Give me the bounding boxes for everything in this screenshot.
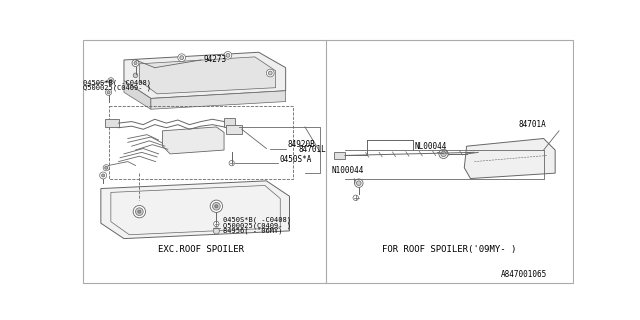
Circle shape bbox=[210, 200, 223, 212]
Circle shape bbox=[439, 149, 448, 158]
Circle shape bbox=[224, 52, 232, 59]
Text: Q500025(C0409- ): Q500025(C0409- ) bbox=[83, 85, 151, 92]
Circle shape bbox=[136, 208, 143, 215]
Circle shape bbox=[133, 205, 145, 218]
Circle shape bbox=[212, 203, 220, 210]
Text: 84701L: 84701L bbox=[299, 145, 326, 154]
Circle shape bbox=[441, 151, 446, 156]
Circle shape bbox=[132, 60, 139, 67]
Circle shape bbox=[107, 91, 110, 94]
Text: 94273: 94273 bbox=[204, 55, 227, 64]
Text: NL00044: NL00044 bbox=[414, 141, 447, 150]
Circle shape bbox=[109, 79, 113, 82]
Circle shape bbox=[473, 151, 476, 154]
Text: 84701A: 84701A bbox=[518, 120, 546, 129]
Circle shape bbox=[214, 221, 219, 227]
Text: A847001065: A847001065 bbox=[501, 270, 547, 279]
FancyBboxPatch shape bbox=[227, 124, 242, 134]
Circle shape bbox=[229, 160, 234, 166]
FancyBboxPatch shape bbox=[224, 118, 235, 127]
Circle shape bbox=[266, 69, 274, 77]
Text: EXC.ROOF SPOILER: EXC.ROOF SPOILER bbox=[158, 245, 244, 254]
Circle shape bbox=[355, 179, 363, 188]
FancyBboxPatch shape bbox=[334, 152, 345, 159]
Circle shape bbox=[353, 195, 358, 201]
Polygon shape bbox=[464, 139, 555, 179]
Text: N100044: N100044 bbox=[332, 166, 364, 175]
Text: 84956( -'06MY): 84956( -'06MY) bbox=[223, 228, 282, 234]
Text: FOR ROOF SPOILER('09MY- ): FOR ROOF SPOILER('09MY- ) bbox=[383, 245, 517, 254]
Polygon shape bbox=[163, 127, 224, 154]
Text: 0450S*B( -C0408): 0450S*B( -C0408) bbox=[223, 217, 291, 223]
Polygon shape bbox=[140, 57, 276, 94]
Circle shape bbox=[105, 166, 108, 169]
Circle shape bbox=[213, 228, 220, 234]
Polygon shape bbox=[124, 81, 151, 109]
Polygon shape bbox=[151, 91, 285, 109]
Circle shape bbox=[138, 210, 141, 213]
Text: 0450S*B( -C0408): 0450S*B( -C0408) bbox=[83, 80, 151, 86]
Circle shape bbox=[178, 54, 186, 61]
Circle shape bbox=[134, 61, 137, 65]
Circle shape bbox=[356, 181, 361, 186]
Polygon shape bbox=[101, 181, 289, 239]
Circle shape bbox=[133, 73, 138, 78]
Circle shape bbox=[180, 56, 184, 60]
Circle shape bbox=[268, 71, 272, 75]
Circle shape bbox=[106, 89, 111, 95]
Text: Q500025(C0409- ): Q500025(C0409- ) bbox=[223, 222, 291, 228]
Circle shape bbox=[108, 78, 114, 84]
Text: 0450S*A: 0450S*A bbox=[280, 155, 312, 164]
Bar bbox=[109, 106, 293, 179]
Circle shape bbox=[103, 165, 109, 171]
Circle shape bbox=[102, 174, 105, 177]
Polygon shape bbox=[124, 52, 285, 99]
Text: 84920B: 84920B bbox=[287, 140, 315, 149]
Circle shape bbox=[471, 149, 477, 156]
Circle shape bbox=[226, 53, 230, 57]
FancyBboxPatch shape bbox=[105, 119, 118, 127]
Circle shape bbox=[100, 172, 107, 179]
Circle shape bbox=[215, 205, 218, 208]
